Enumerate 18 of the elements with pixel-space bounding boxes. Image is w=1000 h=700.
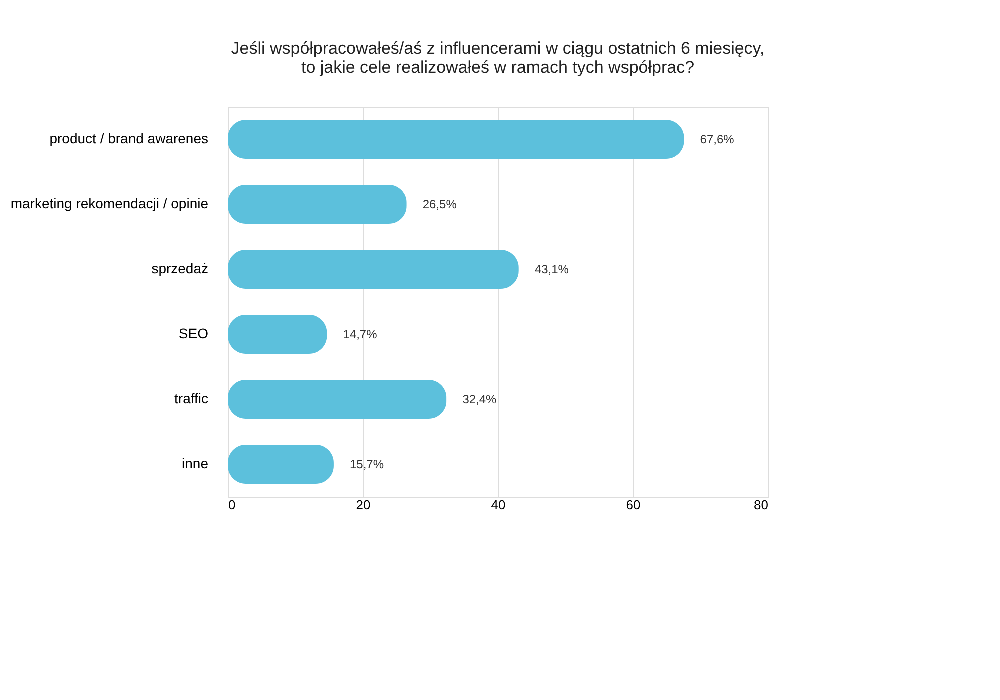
x-tick-label: 20 xyxy=(356,498,371,512)
data-label: 67,6% xyxy=(700,132,735,146)
y-tick-label: marketing rekomendacji / opinie xyxy=(10,196,209,212)
y-tick-label: SEO xyxy=(178,326,209,342)
y-tick-label: product / brand awarenes xyxy=(50,130,208,146)
chart-title: Jeśli współpracowałeś/aś z influencerami w ciągu ostatnich 6 miesięcy, to jakie cele realizowałeś w ramach tych współprac? xyxy=(231,39,765,77)
data-label: 26,5% xyxy=(422,198,458,212)
x-tick-label: 40 xyxy=(491,498,506,512)
y-tick-label: inne xyxy=(182,456,209,472)
x-tick-label: 60 xyxy=(626,498,641,512)
data-label: 14,7% xyxy=(343,328,378,342)
x-tick-label: 0 xyxy=(228,498,236,512)
x-tick-label: 80 xyxy=(754,498,768,512)
data-label: 43,1% xyxy=(534,262,570,276)
data-label: 15,7% xyxy=(350,458,384,472)
y-tick-label: sprzedaż xyxy=(152,260,208,276)
y-tick-label: traffic xyxy=(174,390,208,406)
data-label: 32,4% xyxy=(462,392,498,406)
